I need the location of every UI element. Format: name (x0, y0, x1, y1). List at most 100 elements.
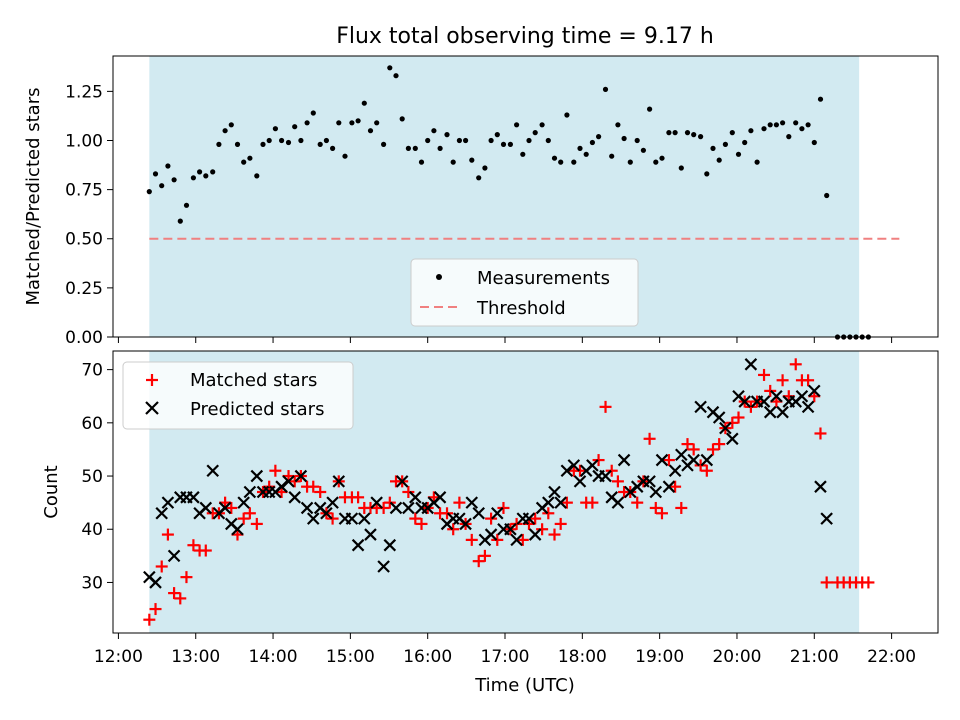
matched-star-point (149, 603, 162, 616)
predicted-star-point (617, 453, 631, 467)
matched-star-point (574, 464, 587, 477)
measurement-point (811, 139, 817, 146)
measurement-point (405, 145, 411, 151)
predicted-star-point (167, 549, 181, 563)
measurement-point (342, 153, 348, 159)
predicted-star-point (700, 453, 714, 467)
predicted-star-point (623, 485, 637, 499)
matched-star-point (187, 539, 200, 552)
matched-star-point (497, 501, 510, 514)
predicted-star-point (719, 421, 732, 435)
predicted-star-point (573, 475, 587, 488)
predicted-star-point (801, 400, 815, 414)
measurement-point (171, 177, 177, 183)
matched-star-point (516, 533, 529, 546)
measurement-point (177, 218, 183, 224)
x-tick-label: 22:00 (867, 647, 916, 667)
matched-star-point (732, 411, 745, 424)
measurement-point (234, 141, 241, 147)
predicted-star-point (548, 485, 561, 499)
matched-star-point (441, 507, 454, 520)
matched-star-point (447, 523, 460, 536)
measurement-point (387, 65, 393, 71)
predicted-star-point (560, 464, 574, 477)
y-tick-label: 30 (81, 573, 103, 593)
matched-star-point (662, 454, 675, 467)
predicted-star-point (522, 512, 536, 525)
measurement-point (780, 120, 786, 126)
measurement-point (602, 86, 609, 92)
matched-star-point (485, 512, 498, 525)
count-panel: 30 40 50 60 70 12:00 13:00 14:00 15:00 16:00 17:0… (41, 350, 939, 696)
legend-marker-measurements (436, 274, 442, 280)
measurement-point (431, 128, 437, 134)
legend-label-predicted: Predicted stars (190, 399, 324, 420)
matched-star-point (250, 517, 263, 530)
legend-label-measurements: Measurements (477, 268, 610, 289)
predicted-star-point (599, 469, 612, 483)
measurement-point (678, 165, 684, 171)
measurement-point (691, 132, 697, 138)
measurement-point (767, 122, 773, 128)
predicted-star-point (358, 512, 371, 525)
predicted-star-point (231, 522, 244, 536)
measurement-point (722, 141, 729, 147)
matched-star-point (536, 523, 549, 536)
matched-star-point (174, 592, 187, 605)
measurement-point (500, 141, 507, 147)
predicted-star-point (643, 475, 656, 488)
count-legend: Matched stars Predicted stars (122, 361, 354, 430)
matched-star-point (491, 533, 504, 546)
matched-star-point (599, 400, 612, 413)
x-tick-label: 16:00 (403, 647, 452, 667)
predicted-star-point (459, 517, 472, 531)
predicted-star-point (345, 512, 359, 525)
matched-star-point (225, 501, 238, 514)
matched-star-point (314, 486, 327, 498)
matched-star-point (383, 496, 396, 509)
measurement-point (793, 120, 799, 126)
measurement-point (374, 120, 380, 126)
measurement-point (210, 169, 216, 175)
predicted-star-point (655, 453, 669, 467)
measurement-point (742, 139, 748, 146)
measurement-point (583, 151, 589, 157)
predicted-star-point (320, 507, 333, 520)
measurement-point (539, 122, 545, 128)
measurement-point (146, 189, 152, 195)
matched-star-point (814, 427, 827, 440)
matched-star-point (415, 517, 428, 530)
measurement-point (292, 124, 298, 130)
measurement-point (564, 112, 570, 118)
matched-star-point (409, 512, 422, 525)
measurement-point (367, 128, 374, 134)
matched-star-point (605, 464, 618, 477)
predicted-star-point (504, 522, 517, 536)
predicted-star-point (542, 496, 555, 509)
predicted-star-point (554, 496, 567, 509)
x-tick-label: 13:00 (171, 647, 220, 667)
predicted-star-point (738, 395, 751, 408)
predicted-star-point (409, 491, 422, 504)
measurement-point (545, 137, 551, 144)
y-axis-ticks: 0.00 0.25 0.50 0.75 1.00 1.25 (65, 82, 113, 348)
measurement-point (228, 122, 234, 128)
matched-star-point (453, 496, 466, 509)
measurement-point (786, 134, 792, 140)
matched-star-point (586, 496, 599, 509)
measurement-point (761, 126, 767, 132)
measurement-point (456, 137, 462, 144)
matched-star-point (548, 528, 561, 541)
x-axis-label: Time (UTC) (474, 675, 575, 696)
measurement-point (216, 141, 222, 147)
measurement-point (355, 118, 361, 124)
legend-marker-predicted (145, 401, 159, 415)
matched-star-point (643, 432, 656, 445)
predicted-star-point (484, 528, 498, 541)
matched-star-point (510, 517, 523, 530)
y-axis-label: Count (41, 465, 62, 518)
measurement-point (609, 153, 615, 159)
measurement-point (222, 128, 228, 134)
measurement-point (799, 126, 805, 132)
predicted-star-point (332, 475, 346, 488)
